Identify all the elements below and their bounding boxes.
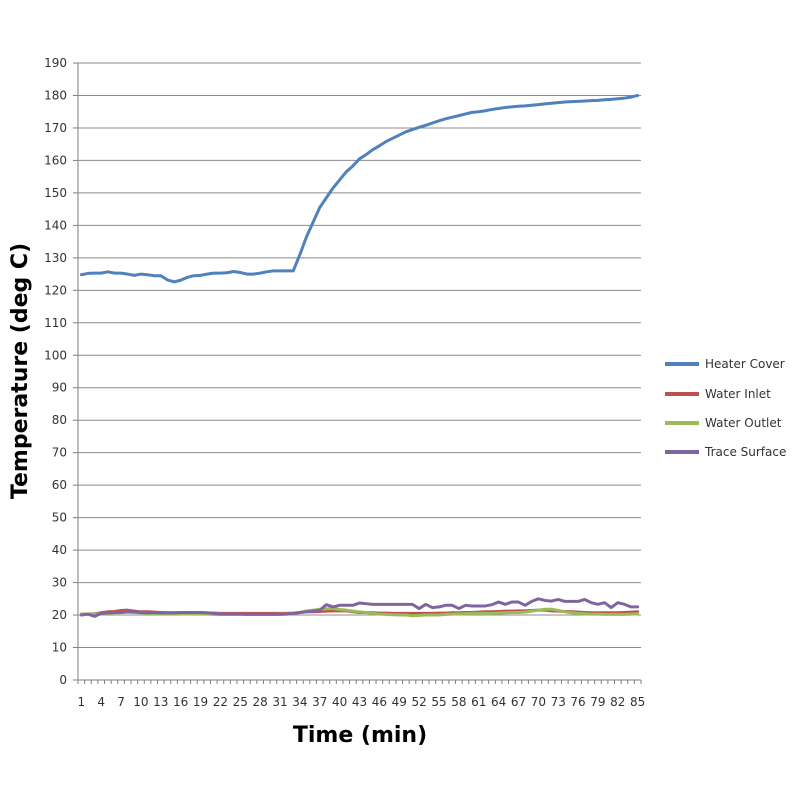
- x-tick-label: 67: [511, 695, 526, 709]
- x-tick-label: 7: [117, 695, 125, 709]
- x-tick-label: 13: [153, 695, 168, 709]
- y-tick-label: 10: [52, 641, 67, 655]
- legend-label-heater-cover: Heater Cover: [705, 357, 785, 371]
- x-tick-label: 22: [213, 695, 228, 709]
- x-tick-label: 43: [352, 695, 367, 709]
- y-tick-label: 70: [52, 446, 67, 460]
- x-tick-label: 37: [312, 695, 327, 709]
- y-axis-tick-labels: 0 10 20 30 40 50 60 70 80 90 100 110 120 130 140 150 160…: [44, 56, 67, 687]
- x-tick-label: 25: [233, 695, 248, 709]
- y-tick-label: 140: [44, 218, 67, 232]
- y-tick-label: 80: [52, 413, 67, 427]
- y-tick-label: 90: [52, 381, 67, 395]
- x-tick-label: 52: [411, 695, 426, 709]
- y-tick-label: 120: [44, 283, 67, 297]
- x-tick-label: 40: [332, 695, 347, 709]
- x-tick-label: 79: [590, 695, 605, 709]
- y-tick-label: 30: [52, 576, 67, 590]
- x-tick-label: 49: [392, 695, 407, 709]
- x-axis-title: Time (min): [293, 723, 427, 748]
- x-tick-label: 19: [193, 695, 208, 709]
- axes: [73, 62, 642, 684]
- x-tick-label: 55: [431, 695, 446, 709]
- x-axis-tick-labels: 1 4 7 10 13 16 19 22 25 28 31 34 37 40 43 46 49 52 55 58 61 6…: [77, 695, 645, 709]
- x-tick-label: 58: [451, 695, 466, 709]
- x-tick-label: 16: [173, 695, 188, 709]
- y-tick-label: 50: [52, 511, 67, 525]
- y-tick-label: 170: [44, 121, 67, 135]
- x-tick-label: 10: [133, 695, 148, 709]
- gridlines: [78, 62, 641, 649]
- x-tick-label: 34: [292, 695, 307, 709]
- x-tick-label: 70: [531, 695, 546, 709]
- y-tick-label: 190: [44, 56, 67, 70]
- legend: Heater Cover Water Inlet Water Outlet Trace…: [665, 357, 786, 459]
- y-tick-label: 60: [52, 478, 67, 492]
- y-tick-label: 0: [59, 673, 67, 687]
- y-tick-label: 180: [44, 88, 67, 102]
- x-tick-label: 73: [551, 695, 566, 709]
- x-tick-label: 82: [610, 695, 625, 709]
- x-tick-label: 28: [253, 695, 268, 709]
- legend-label-trace-surface: Trace Surface: [704, 445, 786, 459]
- x-tick-label: 46: [372, 695, 387, 709]
- legend-label-water-outlet: Water Outlet: [705, 416, 782, 430]
- x-tick-label: 1: [77, 695, 85, 709]
- y-tick-label: 160: [44, 153, 67, 167]
- y-tick-label: 110: [44, 316, 67, 330]
- series-line-heater-cover: [79, 93, 640, 284]
- y-axis-title: Temperature (deg C): [8, 243, 33, 499]
- x-tick-label: 61: [471, 695, 486, 709]
- y-tick-label: 100: [44, 348, 67, 362]
- series-lines: [79, 93, 640, 618]
- x-tick-label: 76: [570, 695, 585, 709]
- y-tick-label: 20: [52, 608, 67, 622]
- y-tick-label: 40: [52, 543, 67, 557]
- y-tick-label: 130: [44, 251, 67, 265]
- series-line-trace-surface: [79, 597, 640, 618]
- legend-label-water-inlet: Water Inlet: [705, 387, 771, 401]
- x-tick-label: 64: [491, 695, 506, 709]
- x-tick-label: 31: [272, 695, 287, 709]
- y-tick-label: 150: [44, 186, 67, 200]
- x-tick-label: 4: [97, 695, 105, 709]
- x-tick-label: 85: [630, 695, 645, 709]
